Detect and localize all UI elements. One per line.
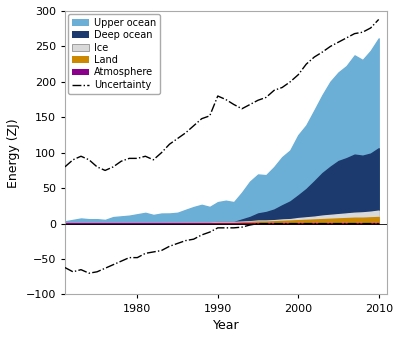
X-axis label: Year: Year [212,319,239,332]
Legend: Upper ocean, Deep ocean, Ice, Land, Atmosphere, Uncertainty: Upper ocean, Deep ocean, Ice, Land, Atmo… [68,14,160,94]
Y-axis label: Energy (ZJ): Energy (ZJ) [7,118,20,187]
